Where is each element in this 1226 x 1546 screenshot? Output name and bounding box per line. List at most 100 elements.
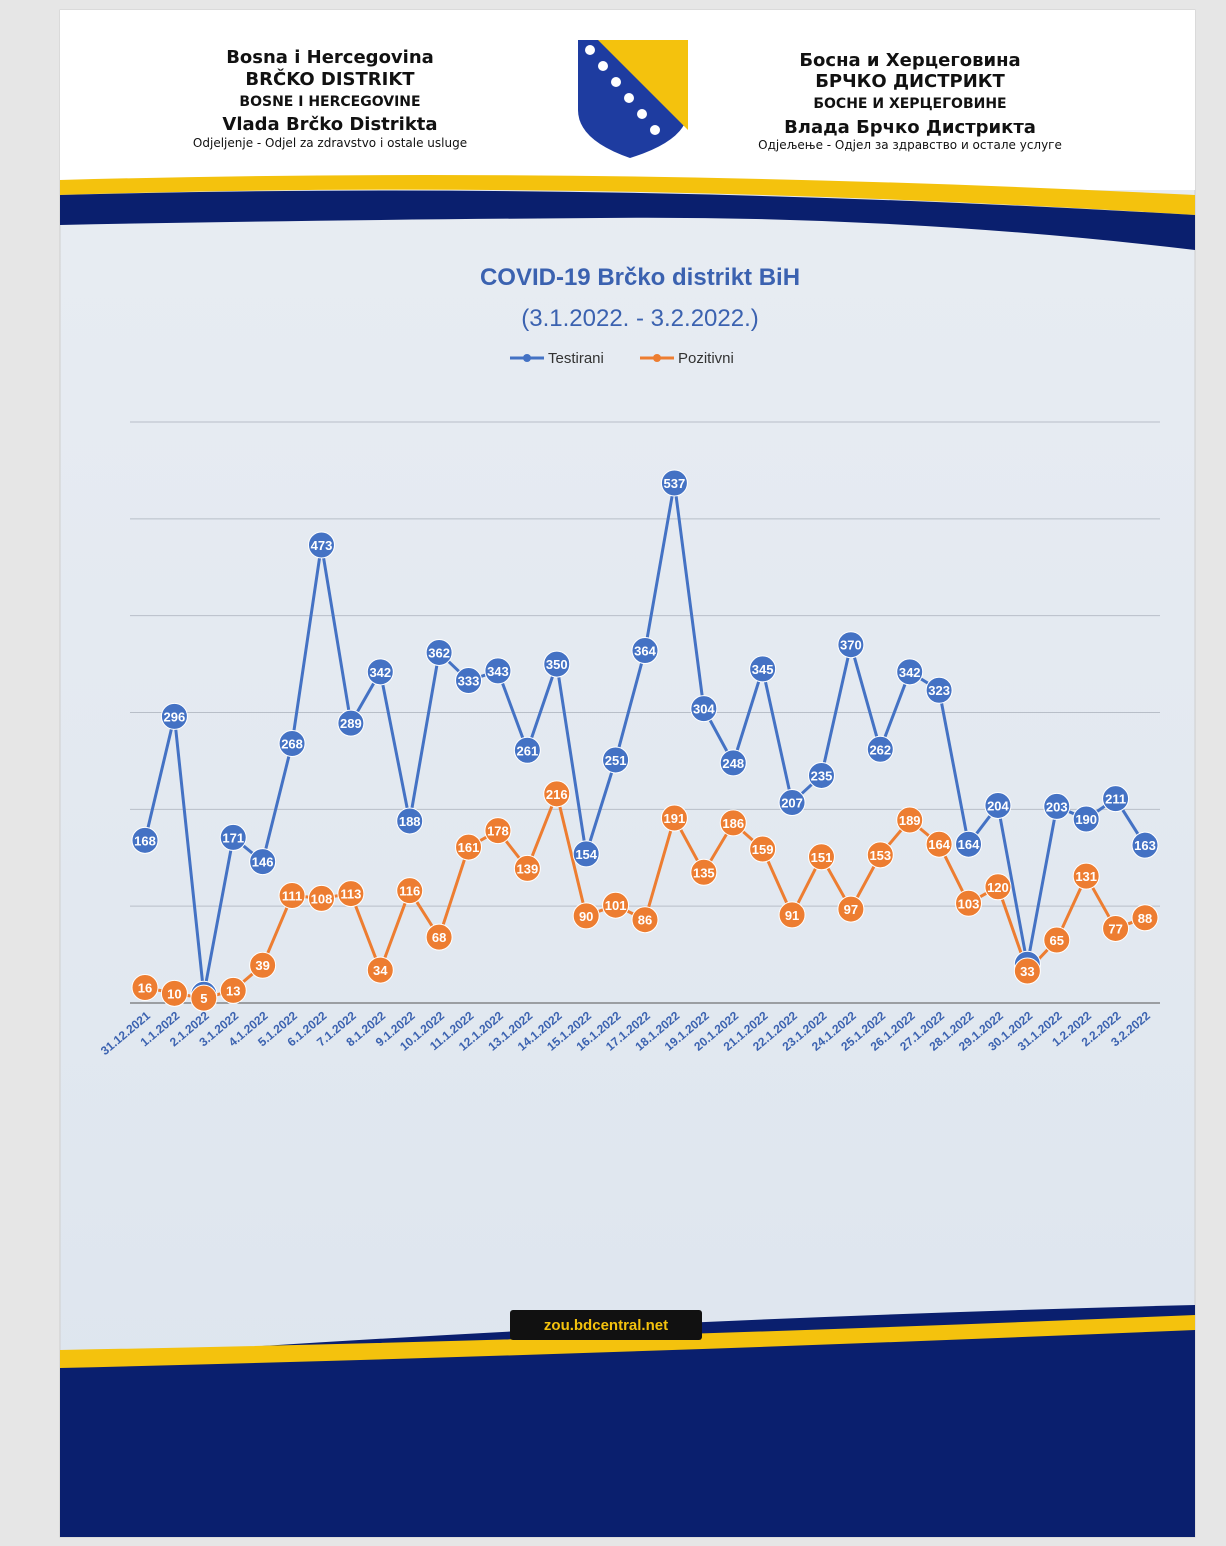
data-point — [602, 891, 630, 919]
data-point — [602, 746, 630, 774]
data-label: 178 — [487, 824, 509, 839]
header-text: Влада Брчко Дистрикта — [784, 117, 1036, 138]
data-point — [807, 761, 835, 789]
data-point — [660, 469, 688, 497]
data-label: 101 — [605, 898, 627, 913]
data-point — [513, 736, 541, 764]
data-label: 68 — [432, 930, 446, 945]
data-label: 164 — [958, 837, 980, 852]
data-point — [1043, 926, 1071, 954]
data-point — [690, 858, 718, 886]
data-label: 120 — [987, 880, 1009, 895]
data-label: 153 — [869, 848, 891, 863]
data-point — [1072, 805, 1100, 833]
header-swoosh-blue — [60, 190, 1195, 250]
data-label: 103 — [958, 896, 980, 911]
data-label: 189 — [899, 813, 921, 828]
data-label: 108 — [311, 891, 333, 906]
data-point — [778, 901, 806, 929]
data-label: 342 — [899, 665, 921, 680]
data-point — [690, 695, 718, 723]
chart-title: COVID-19 Brčko distrikt BiH — [480, 264, 800, 291]
data-point — [1102, 914, 1130, 942]
data-label: 34 — [373, 963, 388, 978]
data-point — [543, 650, 571, 678]
footer-swoosh-yellow — [60, 1315, 1195, 1368]
header-swoosh-yellow — [60, 175, 1195, 215]
data-label: 268 — [281, 736, 303, 751]
data-label: 91 — [785, 908, 799, 923]
header-text: Bosna i Hercegovina — [226, 47, 434, 68]
data-label: 370 — [840, 638, 862, 653]
document-page — [59, 9, 1196, 1538]
data-point — [396, 807, 424, 835]
legend-label: Testirani — [548, 350, 604, 367]
data-label: 139 — [517, 861, 539, 876]
data-point — [896, 806, 924, 834]
data-point — [160, 702, 188, 730]
data-point — [866, 735, 894, 763]
header-text: Босна и Херцеговина — [799, 50, 1020, 71]
data-label: 289 — [340, 716, 362, 731]
data-point — [337, 880, 365, 908]
data-point — [484, 657, 512, 685]
data-point — [307, 884, 335, 912]
data-label: 188 — [399, 814, 421, 829]
data-label: 151 — [811, 850, 833, 865]
data-label: 343 — [487, 664, 509, 679]
data-point — [837, 895, 865, 923]
website-box — [510, 1310, 702, 1340]
header-text: БРЧКО ДИСТРИКТ — [815, 71, 1005, 92]
data-label: 190 — [1075, 812, 1097, 827]
data-point — [1131, 831, 1159, 859]
data-label: 39 — [255, 958, 269, 973]
data-point — [1102, 785, 1130, 813]
data-label: 342 — [369, 665, 391, 680]
data-point — [572, 840, 600, 868]
header-text: БОСНЕ И ХЕРЦЕГОВИНЕ — [813, 96, 1006, 112]
data-label: 90 — [579, 909, 593, 924]
data-label: 261 — [517, 743, 539, 758]
data-point — [366, 658, 394, 686]
data-label: 116 — [399, 884, 420, 899]
data-point — [1043, 792, 1071, 820]
header-text: BRČKO DISTRIKT — [245, 68, 415, 90]
data-point — [955, 889, 983, 917]
legend-label: Pozitivni — [678, 350, 734, 367]
data-point — [778, 789, 806, 817]
data-point — [866, 841, 894, 869]
data-label: 345 — [752, 662, 774, 677]
data-label: 304 — [693, 702, 715, 717]
data-label: 211 — [1105, 792, 1126, 807]
data-point — [1131, 904, 1159, 932]
data-point — [984, 791, 1012, 819]
data-point — [455, 833, 483, 861]
data-label: 146 — [252, 855, 274, 870]
data-label: 171 — [222, 830, 244, 845]
data-point — [425, 923, 453, 951]
data-label: 186 — [722, 816, 744, 831]
legend-marker — [523, 354, 531, 362]
coat-of-arms — [578, 40, 688, 158]
data-point — [219, 976, 247, 1004]
data-point — [484, 817, 512, 845]
data-label: 350 — [546, 657, 568, 672]
data-point — [925, 676, 953, 704]
data-label: 168 — [134, 833, 156, 848]
data-label: 111 — [282, 889, 302, 904]
data-label: 296 — [164, 709, 186, 724]
data-label: 191 — [664, 811, 686, 826]
data-label: 86 — [638, 913, 652, 928]
data-label: 262 — [869, 742, 891, 757]
data-point — [455, 667, 483, 695]
data-label: 204 — [987, 798, 1009, 813]
chart-subtitle: (3.1.2022. - 3.2.2022.) — [521, 305, 759, 332]
data-point — [925, 830, 953, 858]
data-label: 251 — [605, 753, 627, 768]
data-label: 248 — [722, 756, 744, 771]
data-label: 97 — [844, 902, 858, 917]
header-text: Odjeljenje - Odjel za zdravstvo i ostale… — [193, 136, 467, 150]
footer-area — [60, 1305, 1195, 1537]
data-point — [160, 979, 188, 1007]
